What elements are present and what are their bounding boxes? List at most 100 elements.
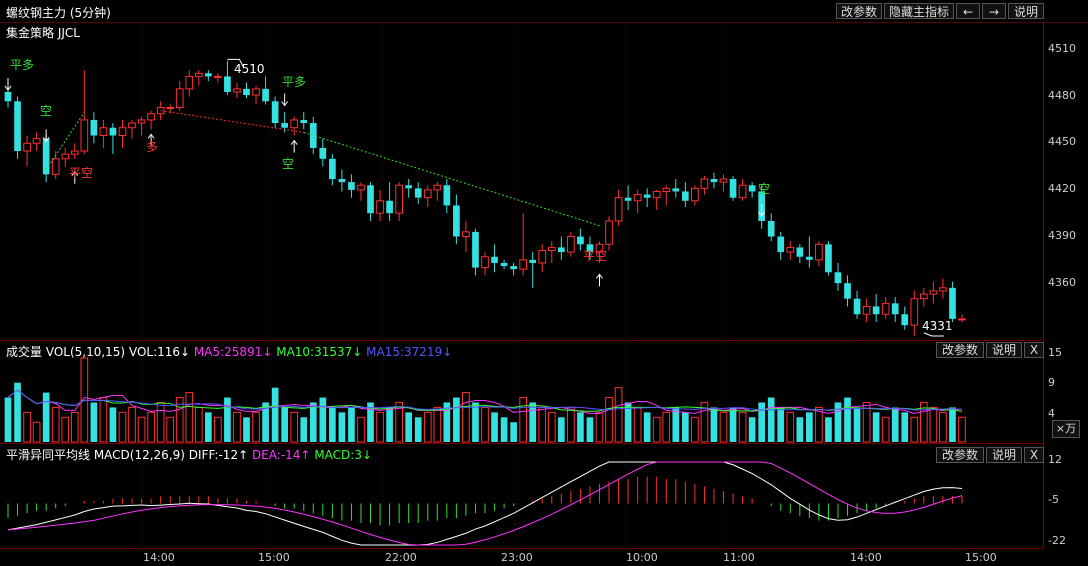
vol-close-button[interactable]: X [1024,342,1044,358]
volume-bar [271,387,279,442]
candle-body [700,178,709,189]
candle-body [252,88,260,96]
candle-body [348,182,355,190]
candle-body [14,101,21,152]
candle-body [614,197,623,222]
volume-bar [682,412,689,442]
candle-body [23,142,31,152]
vol-help-button[interactable]: 说明 [986,342,1022,358]
volume-bar [557,417,565,442]
volume-bar [90,402,98,442]
signal-arrow [147,133,155,139]
candle-body [643,194,651,198]
macd-diff-line [7,461,963,546]
price-tick: 4480 [1048,89,1076,102]
volume-bar [872,412,880,442]
candle-body [32,138,41,144]
candle-body [51,158,60,175]
volume-bar [156,401,165,443]
panel-separator [0,340,1043,341]
volume-bar [958,416,966,443]
volume-bar [386,407,393,442]
candle-body [806,256,813,260]
candle-body [853,298,861,315]
candle-body [128,122,136,129]
panel-separator [0,443,1043,444]
volume-bar [939,411,947,443]
volume-bar [577,412,584,442]
volume-bar [214,416,222,443]
candle-body [844,283,851,299]
candle-body [386,200,393,214]
change-params-button[interactable]: 改参数 [836,3,882,19]
hide-main-indicator-button[interactable]: 隐藏主指标 [884,3,954,19]
vol-change-params-button[interactable]: 改参数 [936,342,984,358]
macd-tick: 12 [1048,453,1062,466]
volume-bar [700,401,709,443]
volume-bar [758,402,765,442]
volume-bar [4,397,12,442]
scroll-right-button[interactable]: → [982,3,1006,19]
signal-close-short: 平空 [583,249,608,263]
candle-body [834,272,842,284]
axis-separator [1043,22,1044,548]
candle-body [633,194,642,202]
candle-body [290,119,299,129]
x-tick: 11:00 [723,551,755,564]
volume-bar [748,417,756,442]
volume-bar [519,397,527,443]
candle-body [920,293,928,300]
candle-body [881,302,890,315]
volume-bar [605,397,613,443]
volume-bar [338,412,346,442]
macd-header: 平滑异同平均线 MACD(12,26,9) DIFF:-12↑ DEA:-14↑… [6,446,372,463]
macd-dea-line [7,461,963,546]
candle-body [519,259,527,270]
candle-body [243,88,250,96]
macd-tick: -22 [1048,534,1066,547]
candle-body [42,138,50,175]
volume-bar [185,392,194,443]
vol-label: 成交量 VOL(5,10,15) [6,345,126,359]
help-button[interactable]: 说明 [1008,3,1044,19]
volume-bar [738,411,747,443]
volume-bar [729,407,737,442]
volume-bar [929,406,938,443]
x-tick: 23:00 [501,551,533,564]
macd-close-button[interactable]: X [1024,447,1044,463]
candle-body [567,236,575,253]
candle-body [767,220,775,237]
volume-bar [109,407,117,442]
vol-unit-label: ×万 [1052,420,1080,438]
scroll-left-button[interactable]: ← [956,3,980,19]
macd-help-button[interactable]: 说明 [986,447,1022,463]
candle-body [166,107,175,110]
volume-bar [901,412,909,442]
volume-bar [309,402,317,442]
candle-body [205,73,212,77]
candle-body [309,123,317,148]
volume-bar [205,412,212,442]
price-tick: 4360 [1048,276,1076,289]
candle-body [862,305,871,315]
candle-body [300,119,308,124]
volume-bar [348,407,355,442]
signal-short: 空 [758,182,771,196]
candle-body [118,127,127,136]
macd-change-params-button[interactable]: 改参数 [936,447,984,463]
volume-bar [300,417,308,442]
price-tick: 4450 [1048,135,1076,148]
volume-bar [118,411,127,443]
volume-bar [633,406,642,443]
candle-body [376,200,384,214]
signal-arrow [758,211,766,217]
candle-body [786,246,795,253]
signal-arrow [42,136,50,143]
x-tick: 14:00 [850,551,882,564]
x-tick: 14:00 [143,551,175,564]
candle-body [433,184,442,191]
volume-bar [891,407,899,442]
macd-value: MACD:3↓ [314,448,373,462]
vol-header: 成交量 VOL(5,10,15) VOL:116↓ MA5:25891↓ MA1… [6,343,452,360]
candle-body [194,72,203,77]
